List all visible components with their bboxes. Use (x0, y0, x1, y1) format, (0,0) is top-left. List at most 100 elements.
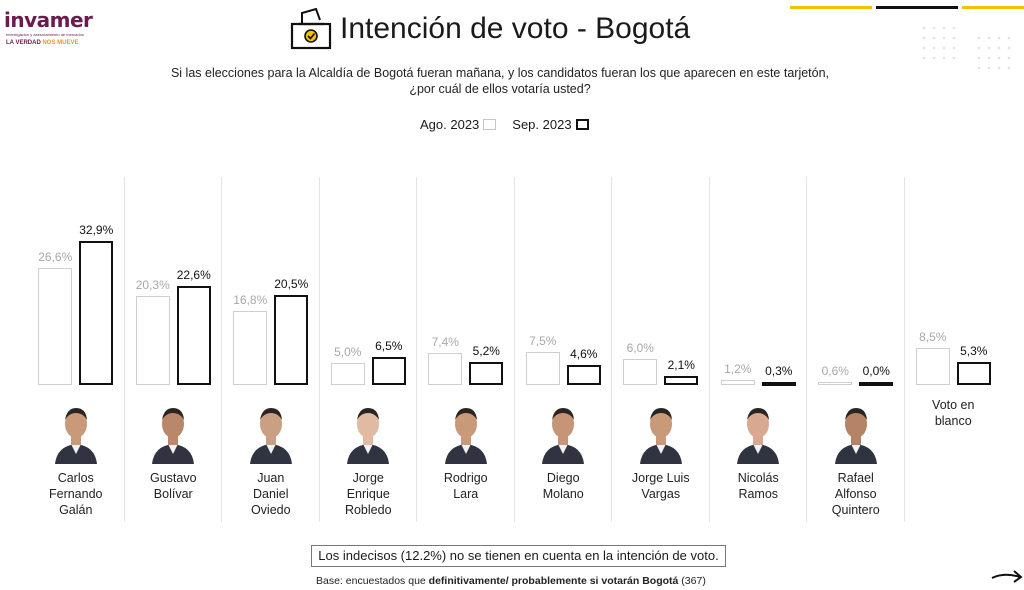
candidate-name-line: Robledo (344, 503, 392, 517)
legend-prev-label: Ago. 2023 (420, 117, 480, 132)
value-label-curr: 32,9% (79, 222, 114, 237)
value-label-prev: 16,8% (233, 293, 268, 308)
candidate-name-line: Galán (59, 503, 93, 517)
legend-prev-swatch (483, 119, 497, 130)
candidate-name-line: Molano (542, 487, 584, 501)
bar-prev (720, 379, 755, 385)
value-label-curr: 20,5% (274, 277, 309, 292)
bar-curr (761, 382, 796, 386)
candidate-name: Nicolás Ramos (710, 470, 806, 502)
candidate-name: Jorge Enrique Robledo (320, 470, 416, 518)
bar-prev (135, 296, 170, 385)
column-divider (806, 177, 807, 522)
base-prefix: Base: encuestados que (316, 575, 429, 587)
candidate-photo (249, 408, 292, 464)
candidate-name-line: Voto en (932, 398, 975, 412)
value-label-curr: 0,0% (862, 364, 890, 378)
value-label-curr: 22,6% (176, 268, 211, 282)
bar-curr (176, 286, 211, 385)
candidate-name: Juan Daniel Oviedo (223, 470, 319, 518)
column-divider (904, 177, 905, 522)
candidate-name-line: Lara (453, 487, 479, 501)
value-label-curr: 4,6% (570, 346, 598, 361)
legend-curr-swatch (575, 119, 589, 130)
candidate-name-line: Oviedo (250, 503, 291, 517)
tagline-b: NOS MUEVE (42, 40, 79, 46)
candidate-name-line: Ramos (738, 487, 779, 501)
column-divider (416, 177, 417, 522)
value-label-curr: 6,5% (375, 338, 403, 353)
bar-curr (956, 361, 991, 385)
question-line-1: Si las elecciones para la Alcaldía de Bo… (170, 66, 830, 80)
ballot-box-icon (290, 8, 332, 50)
value-label-prev: 7,5% (529, 334, 557, 349)
candidate-name: Diego Molano (515, 470, 611, 502)
value-label-prev: 8,5% (919, 329, 947, 344)
bar-prev (915, 347, 950, 385)
question-line-2: ¿por cuál de ellos votaría usted? (409, 82, 591, 96)
value-label-prev: 26,6% (38, 250, 73, 265)
candidate-name-line: Diego (546, 471, 580, 485)
candidate-name-line: Juan (257, 471, 285, 485)
value-label-prev: 7,4% (431, 334, 459, 349)
column-divider (124, 177, 125, 522)
bar-prev (818, 382, 853, 385)
candidate-name: Voto en blanco (905, 397, 1001, 429)
candidate-name-line: Vargas (641, 487, 681, 501)
title-block: Intención de voto - Bogotá (290, 6, 690, 52)
bar-prev (330, 363, 365, 385)
value-label-curr: 5,3% (960, 343, 988, 358)
brand-tagline: LA VERDAD NOS MUEVE (6, 40, 78, 46)
candidate-name-line: Bolívar (153, 487, 193, 501)
brand-logo: invamer investigación y asesoramiento de… (4, 8, 94, 48)
bar-curr (566, 364, 601, 385)
candidate-name-line: Jorge (352, 471, 384, 485)
column-divider (709, 177, 710, 522)
candidate-name-line: blanco (934, 414, 972, 428)
candidate-photo (152, 408, 195, 464)
bar-curr (664, 375, 699, 385)
candidate-name-line: Gustavo (149, 471, 197, 485)
candidate-name: Rafael Alfonso Quintero (808, 470, 904, 518)
candidate-name: Rodrigo Lara (418, 470, 514, 502)
bar-curr (79, 240, 114, 385)
value-label-curr: 5,2% (472, 344, 500, 359)
bar-curr (274, 295, 309, 385)
page-title: Intención de voto - Bogotá (340, 12, 691, 45)
candidate-name-line: Quintero (831, 503, 880, 517)
base-bold: definitivamente/ probablemente si votará… (428, 575, 679, 587)
candidate-name-line: Enrique (346, 487, 390, 501)
value-label-prev: 20,3% (135, 278, 170, 293)
column-divider (611, 177, 612, 522)
value-label-prev: 0,6% (821, 364, 849, 378)
bar-prev (428, 352, 463, 385)
bar-prev (623, 358, 658, 385)
candidate-name: Carlos Fernando Galán (28, 470, 124, 518)
candidate-name-line: Fernando (48, 487, 103, 501)
bar-prev (233, 311, 268, 385)
brand-subline: investigación y asesoramiento de mercado… (6, 32, 84, 37)
bar-curr (469, 362, 504, 385)
bar-prev (525, 352, 560, 385)
candidate-photo (639, 408, 682, 464)
column-divider (221, 177, 222, 522)
candidate-name-line: Jorge Luis (631, 471, 690, 485)
bar-curr (859, 382, 894, 386)
candidate-name-line: Carlos (57, 471, 94, 485)
sample-base-note: Base: encuestados que definitivamente/ p… (316, 575, 706, 587)
brand-wordmark: invamer (4, 8, 93, 32)
bar-prev (38, 268, 73, 385)
value-label-curr: 0,3% (765, 364, 793, 378)
deco-line-dark (876, 6, 958, 9)
value-label-prev: 1,2% (724, 361, 752, 376)
value-label-curr: 2,1% (667, 357, 695, 372)
candidate-name-line: Rafael (837, 471, 874, 485)
chart-legend: Ago. 2023 Sep. 2023 (420, 117, 589, 132)
candidate-photo (54, 408, 97, 464)
deco-line-yellow (790, 6, 872, 9)
legend-curr-label: Sep. 2023 (512, 117, 572, 132)
candidate-photo (444, 408, 487, 464)
tagline-a: LA VERDAD (6, 40, 41, 46)
deco-line-yellow-2 (962, 6, 1024, 9)
candidate-photo (737, 408, 780, 464)
